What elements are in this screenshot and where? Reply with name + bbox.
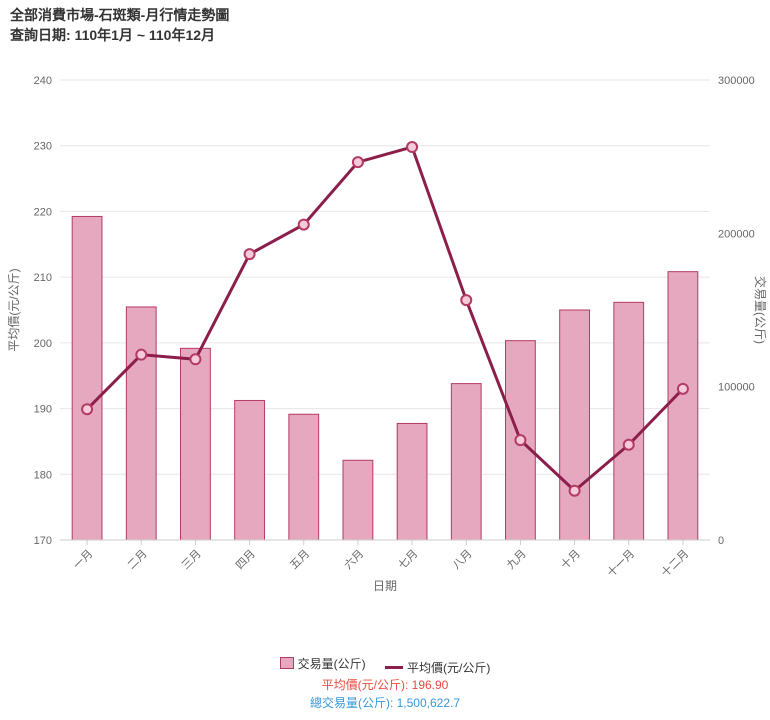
bar xyxy=(181,348,211,540)
line-marker xyxy=(461,295,471,305)
line-marker xyxy=(515,435,525,445)
line-marker xyxy=(407,142,417,152)
svg-text:交易量(公斤): 交易量(公斤) xyxy=(753,276,768,344)
summary-total-label: 總交易量(公斤): xyxy=(310,696,397,710)
svg-text:十一月: 十一月 xyxy=(604,546,637,579)
price-line xyxy=(87,147,683,491)
svg-text:八月: 八月 xyxy=(451,548,475,572)
bar xyxy=(614,302,644,540)
svg-text:190: 190 xyxy=(34,404,52,416)
summary-avg-value: 196.90 xyxy=(412,678,449,692)
legend-item-line: 平均價(元/公斤) xyxy=(385,659,490,676)
bar xyxy=(72,216,102,540)
svg-text:200: 200 xyxy=(34,338,52,350)
svg-text:240: 240 xyxy=(34,75,52,87)
bar xyxy=(560,310,590,540)
svg-text:100000: 100000 xyxy=(718,382,755,394)
legend-item-bar: 交易量(公斤) xyxy=(280,655,366,672)
legend-swatch-line xyxy=(385,666,403,669)
chart-area: 170 180 190 200 210 220 230 240 0 100000 200000 300… xyxy=(0,50,770,670)
svg-text:220: 220 xyxy=(34,206,52,218)
bar xyxy=(126,307,156,540)
svg-text:九月: 九月 xyxy=(504,547,529,572)
svg-text:十二月: 十二月 xyxy=(658,546,691,579)
svg-text:二月: 二月 xyxy=(126,548,150,572)
title-line1: 全部消費市場-石斑類-月行情走勢圖 xyxy=(10,6,229,26)
legend-bar-label: 交易量(公斤) xyxy=(298,655,366,672)
line-marker xyxy=(245,249,255,259)
svg-text:230: 230 xyxy=(34,141,52,153)
summary-total: 總交易量(公斤): 1,500,622.7 xyxy=(0,694,770,712)
line-marker xyxy=(570,486,580,496)
svg-text:0: 0 xyxy=(718,535,724,547)
legend-swatch-bar xyxy=(280,657,294,669)
bar xyxy=(397,423,427,540)
bar xyxy=(451,384,481,540)
chart-title: 全部消費市場-石斑類-月行情走勢圖 查詢日期: 110年1月 ~ 110年12月 xyxy=(10,6,229,45)
svg-text:300000: 300000 xyxy=(718,75,755,87)
svg-text:200000: 200000 xyxy=(718,228,755,240)
svg-text:三月: 三月 xyxy=(180,548,204,572)
svg-text:七月: 七月 xyxy=(396,547,421,572)
svg-text:十月: 十月 xyxy=(557,546,582,571)
summary-avg-label: 平均價(元/公斤): xyxy=(322,678,412,692)
bar xyxy=(289,414,319,540)
chart-svg: 170 180 190 200 210 220 230 240 0 100000 200000 300… xyxy=(0,50,770,610)
line-marker xyxy=(82,404,92,414)
svg-text:210: 210 xyxy=(34,272,52,284)
svg-text:一月: 一月 xyxy=(71,548,95,572)
title-line2: 查詢日期: 110年1月 ~ 110年12月 xyxy=(10,26,229,46)
summary-avg: 平均價(元/公斤): 196.90 xyxy=(0,676,770,694)
svg-text:170: 170 xyxy=(34,535,52,547)
svg-text:四月: 四月 xyxy=(234,548,258,572)
line-marker xyxy=(678,384,688,394)
legend: 交易量(公斤) 平均價(元/公斤) xyxy=(0,655,770,677)
bar xyxy=(235,400,265,540)
svg-text:180: 180 xyxy=(34,469,52,481)
bar xyxy=(668,272,698,540)
svg-text:平均價(元/公斤): 平均價(元/公斤) xyxy=(7,268,21,351)
svg-text:五月: 五月 xyxy=(288,548,312,572)
line-marker xyxy=(353,157,363,167)
summary: 平均價(元/公斤): 196.90 總交易量(公斤): 1,500,622.7 xyxy=(0,676,770,712)
svg-text:六月: 六月 xyxy=(342,547,367,572)
line-marker xyxy=(299,220,309,230)
svg-text:日期: 日期 xyxy=(373,579,397,593)
line-marker xyxy=(190,354,200,364)
summary-total-value: 1,500,622.7 xyxy=(397,696,460,710)
line-marker xyxy=(136,350,146,360)
line-marker xyxy=(624,440,634,450)
bar xyxy=(343,460,373,540)
legend-line-label: 平均價(元/公斤) xyxy=(407,659,490,676)
